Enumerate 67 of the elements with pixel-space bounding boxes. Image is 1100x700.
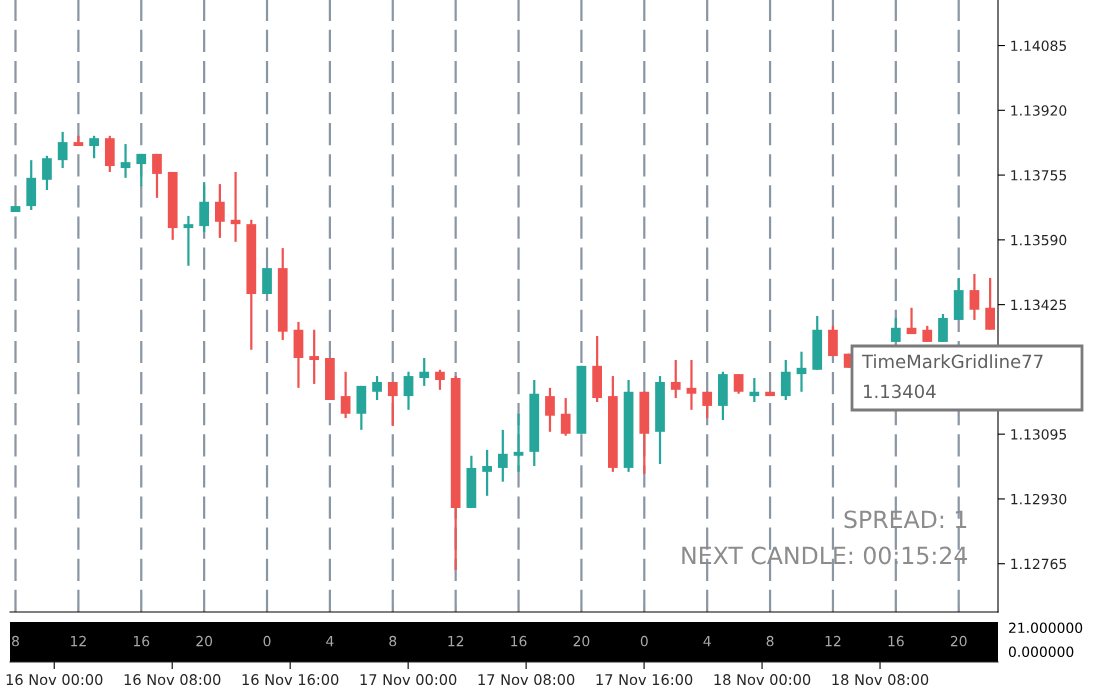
x-tick-label: 12 — [825, 635, 841, 647]
x-tick-label: 16 — [133, 635, 150, 647]
annotation: NEXT CANDLE: 00:15:24 — [682, 546, 968, 565]
candlestick — [372, 374, 382, 402]
x2-tick-label: 18 Nov 08:00 — [832, 674, 929, 686]
candlestick — [560, 396, 571, 437]
x-tick-label: 12 — [448, 635, 464, 647]
candlestick — [419, 356, 430, 387]
candlestick — [482, 448, 492, 497]
candlestick — [670, 358, 681, 400]
x-tick-label: 8 — [12, 635, 19, 647]
x2-tick-label: 17 Nov 16:00 — [596, 674, 693, 686]
x2-tick-label: 16 Nov 16:00 — [242, 674, 339, 686]
candlestick — [890, 316, 901, 344]
candlestick — [309, 328, 320, 386]
candlestick — [136, 152, 147, 188]
x-tick-label: 0 — [640, 635, 648, 647]
candlestick — [120, 142, 131, 179]
y-tick-label: 1.13590 — [1011, 234, 1067, 246]
x2-tick-label: 17 Nov 00:00 — [360, 674, 457, 686]
x2-tick-label: 16 Nov 08:00 — [124, 674, 221, 686]
x-tick-label: 12 — [71, 635, 86, 647]
candlestick — [57, 130, 68, 170]
candlestick — [686, 358, 697, 411]
candlestick — [733, 373, 744, 395]
candlestick — [497, 428, 508, 483]
x-tick-label: 16 — [511, 635, 527, 647]
x2-tick-label: 18 Nov 00:00 — [714, 674, 811, 686]
text: 0.000000 — [1008, 646, 1074, 658]
candlestick — [183, 214, 194, 267]
y-tick-label: 1.12765 — [1011, 558, 1067, 570]
y-tick-label: 1.12930 — [1011, 493, 1067, 505]
candlestick — [152, 152, 162, 199]
x-tick-label: 4 — [703, 636, 711, 647]
y-tick-label: 1.13755 — [1011, 170, 1067, 181]
y-tick-label: 1.13095 — [1011, 429, 1067, 440]
x-tick-label: 20 — [196, 635, 213, 647]
x2-tick-label: 17 Nov 08:00 — [478, 674, 575, 686]
candlestick — [387, 380, 398, 428]
text: 21.000000 — [1009, 622, 1083, 634]
candlestick — [513, 412, 524, 473]
candlestick — [340, 370, 351, 420]
candlestick — [749, 376, 760, 404]
annotation: 1.13404 — [863, 384, 936, 399]
annotation: TimeMarkGridline77 — [861, 354, 1043, 369]
x-tick-label: 4 — [326, 636, 334, 647]
candlestick — [435, 368, 445, 391]
x-tick-label: 8 — [766, 635, 774, 647]
y-tick-label: 1.13425 — [1011, 299, 1067, 311]
x-tick-label: 20 — [573, 635, 590, 647]
candlestick — [42, 154, 52, 192]
x-tick-label: 16 — [888, 635, 904, 647]
x-tick-label: 20 — [950, 635, 967, 647]
candlestick — [214, 183, 225, 239]
y-tick-label: 1.14085 — [1011, 40, 1067, 52]
x-tick-label: 0 — [263, 635, 271, 647]
candlestick — [969, 272, 980, 322]
annotation: SPREAD: 1 — [844, 510, 967, 529]
candlestick — [545, 386, 555, 433]
candlestick — [985, 276, 996, 331]
candlestick — [938, 312, 948, 344]
x2-tick-label: 16 Nov 00:00 — [6, 674, 103, 686]
candlestick — [89, 134, 99, 160]
x-tick-label: 8 — [389, 635, 397, 647]
y-tick-label: 1.13920 — [1011, 105, 1067, 116]
candlestick — [702, 390, 713, 420]
candlestick — [403, 370, 414, 411]
